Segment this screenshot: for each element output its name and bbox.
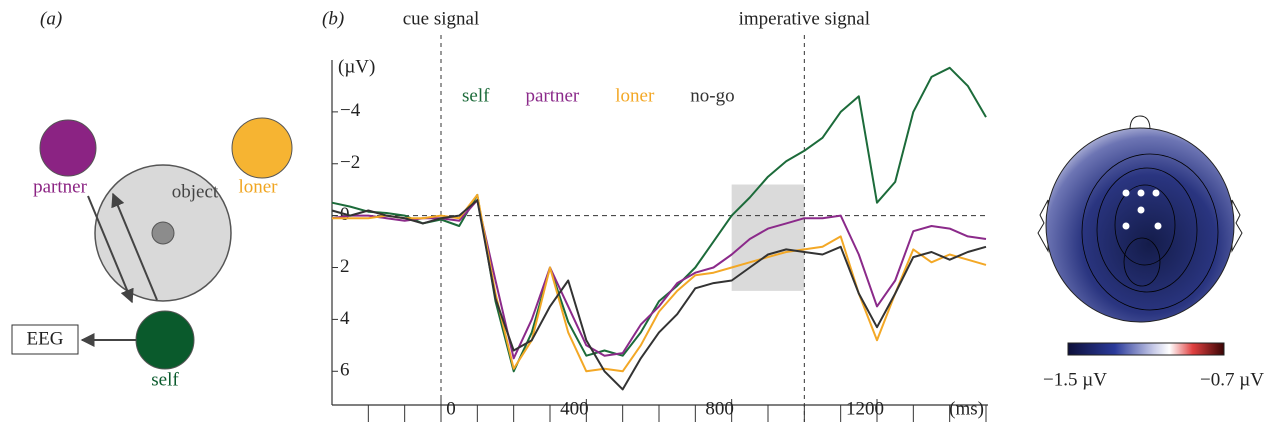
electrode: [1123, 190, 1130, 197]
electrode: [1138, 207, 1145, 214]
node-label: partner: [33, 176, 87, 197]
figure: (a) partner loner object self EEG (b) −1…: [0, 0, 1278, 430]
y-axis-label: (µV): [338, 56, 375, 77]
series-line: [332, 200, 986, 389]
y-tick-label: 4: [340, 308, 350, 329]
y-tick-label: 6: [340, 360, 350, 381]
head: [1046, 128, 1234, 322]
series-line: [332, 200, 986, 358]
electrode: [1123, 223, 1130, 230]
y-tick-label: −4: [340, 100, 361, 121]
x-tick-label: 1200: [846, 398, 884, 419]
x-tick-label: 400: [560, 398, 589, 419]
x-tick-label: 800: [705, 398, 734, 419]
partner-circle: [40, 120, 96, 176]
legend-entry: partner: [525, 85, 579, 106]
colorbar: [1068, 343, 1224, 355]
panel-label: (b): [322, 8, 344, 29]
y-tick-label: −2: [340, 152, 360, 173]
node-label: loner: [238, 176, 278, 197]
node-label: object: [172, 181, 219, 202]
node-label: EEG: [27, 328, 64, 349]
node-label: self: [151, 369, 179, 390]
self-circle: [136, 311, 194, 369]
loner-circle: [232, 118, 292, 178]
x-tick-label: 0: [446, 398, 456, 419]
highlight-box: [732, 185, 805, 291]
legend-entry: self: [462, 85, 490, 106]
colorbar-label: −1.5 µV: [1043, 369, 1107, 390]
event-label: cue signal: [403, 8, 480, 29]
electrode: [1138, 190, 1145, 197]
legend-entry: loner: [615, 85, 655, 106]
y-tick-label: 2: [340, 256, 350, 277]
topomap: [1038, 116, 1242, 322]
legend-entry: no-go: [690, 85, 734, 106]
electrode: [1153, 190, 1160, 197]
colorbar-label: −0.7 µV: [1200, 369, 1264, 390]
series-line: [332, 68, 986, 372]
electrode: [1155, 223, 1162, 230]
x-axis-label: (ms): [949, 398, 984, 419]
object-center: [152, 222, 174, 244]
event-label: imperative signal: [739, 8, 870, 29]
panel-label: (a): [40, 8, 62, 29]
